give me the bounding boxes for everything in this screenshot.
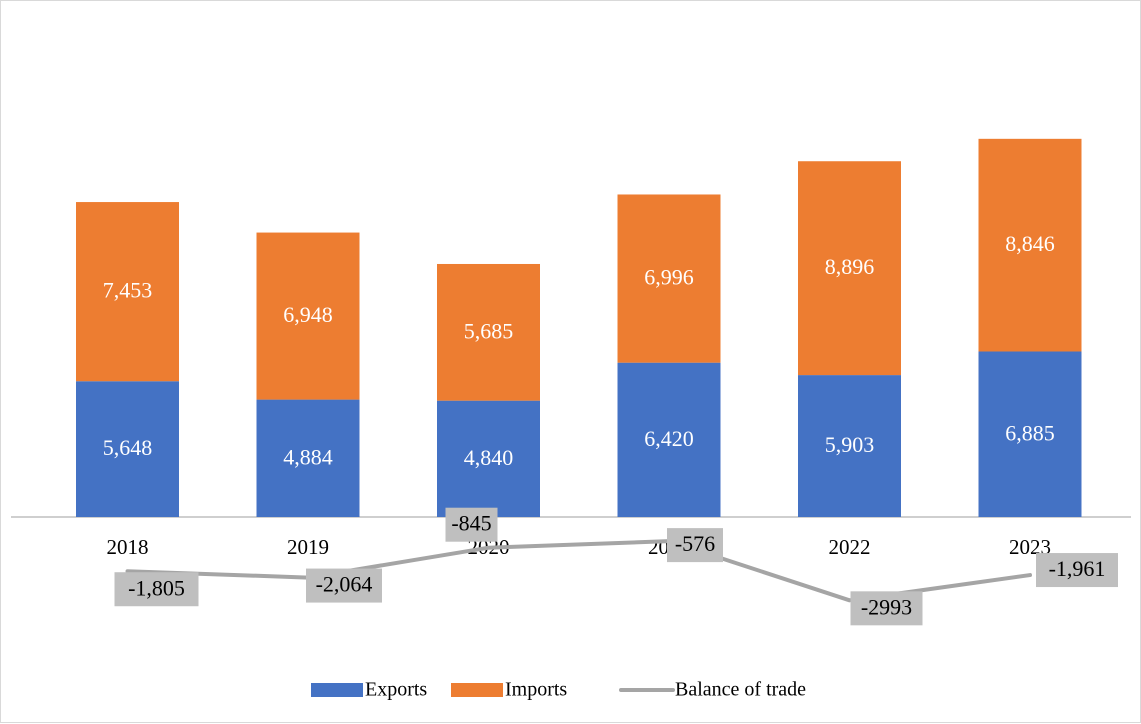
label-imports-2018: 7,453 bbox=[103, 278, 153, 303]
bar-imports-2021 bbox=[617, 194, 721, 363]
label-balance-2023: -1,961 bbox=[1049, 556, 1106, 581]
legend-swatch-exports bbox=[311, 683, 363, 697]
x-tick-2022: 2022 bbox=[829, 535, 871, 559]
bar-imports-2020 bbox=[437, 263, 540, 401]
bar-exports-2021 bbox=[617, 362, 721, 517]
label-exports-2023: 6,885 bbox=[1005, 420, 1055, 445]
label-imports-2019: 6,948 bbox=[283, 302, 333, 327]
legend-label-imports: Imports bbox=[505, 679, 567, 701]
x-tick-2019: 2019 bbox=[287, 535, 329, 559]
x-tick-2018: 2018 bbox=[107, 535, 149, 559]
bar-exports-2020 bbox=[437, 400, 540, 517]
label-balance-2022: -2993 bbox=[861, 594, 912, 619]
legend-label-exports: Exports bbox=[365, 679, 427, 701]
balance-label-box-2022 bbox=[850, 591, 923, 626]
legend-label-balance-of-trade: Balance of trade bbox=[675, 679, 806, 701]
bar-exports-2018 bbox=[76, 381, 179, 517]
bar-imports-2018 bbox=[76, 202, 179, 382]
label-exports-2019: 4,884 bbox=[283, 444, 333, 469]
label-balance-2019: -2,064 bbox=[316, 572, 373, 597]
legend-swatch-imports bbox=[451, 683, 503, 697]
balance-label-box-2021 bbox=[667, 528, 723, 563]
label-imports-2020: 5,685 bbox=[464, 318, 514, 343]
balance-label-box-2020 bbox=[445, 507, 498, 542]
bar-imports-2022 bbox=[798, 161, 901, 376]
legend: Exports Imports Balance of trade bbox=[311, 679, 806, 701]
bar-imports-2019 bbox=[256, 232, 360, 400]
label-balance-2021: -576 bbox=[675, 531, 715, 556]
label-exports-2018: 5,648 bbox=[103, 435, 153, 460]
label-imports-2021: 6,996 bbox=[644, 265, 694, 290]
label-exports-2020: 4,840 bbox=[464, 445, 514, 470]
label-balance-2018: -1,805 bbox=[128, 575, 185, 600]
bar-exports-2023 bbox=[978, 351, 1082, 517]
label-exports-2021: 6,420 bbox=[644, 426, 694, 451]
label-imports-2023: 8,846 bbox=[1005, 231, 1055, 256]
label-imports-2022: 8,896 bbox=[825, 254, 875, 279]
balance-label-box-2019 bbox=[306, 568, 382, 603]
bar-imports-2023 bbox=[978, 138, 1082, 352]
balance-label-box-2018 bbox=[114, 572, 199, 607]
label-exports-2022: 5,903 bbox=[825, 432, 875, 457]
bar-exports-2019 bbox=[256, 399, 360, 517]
label-balance-2020: -845 bbox=[451, 511, 491, 536]
balance-label-box-2023 bbox=[1036, 553, 1118, 588]
bar-exports-2022 bbox=[798, 375, 901, 517]
